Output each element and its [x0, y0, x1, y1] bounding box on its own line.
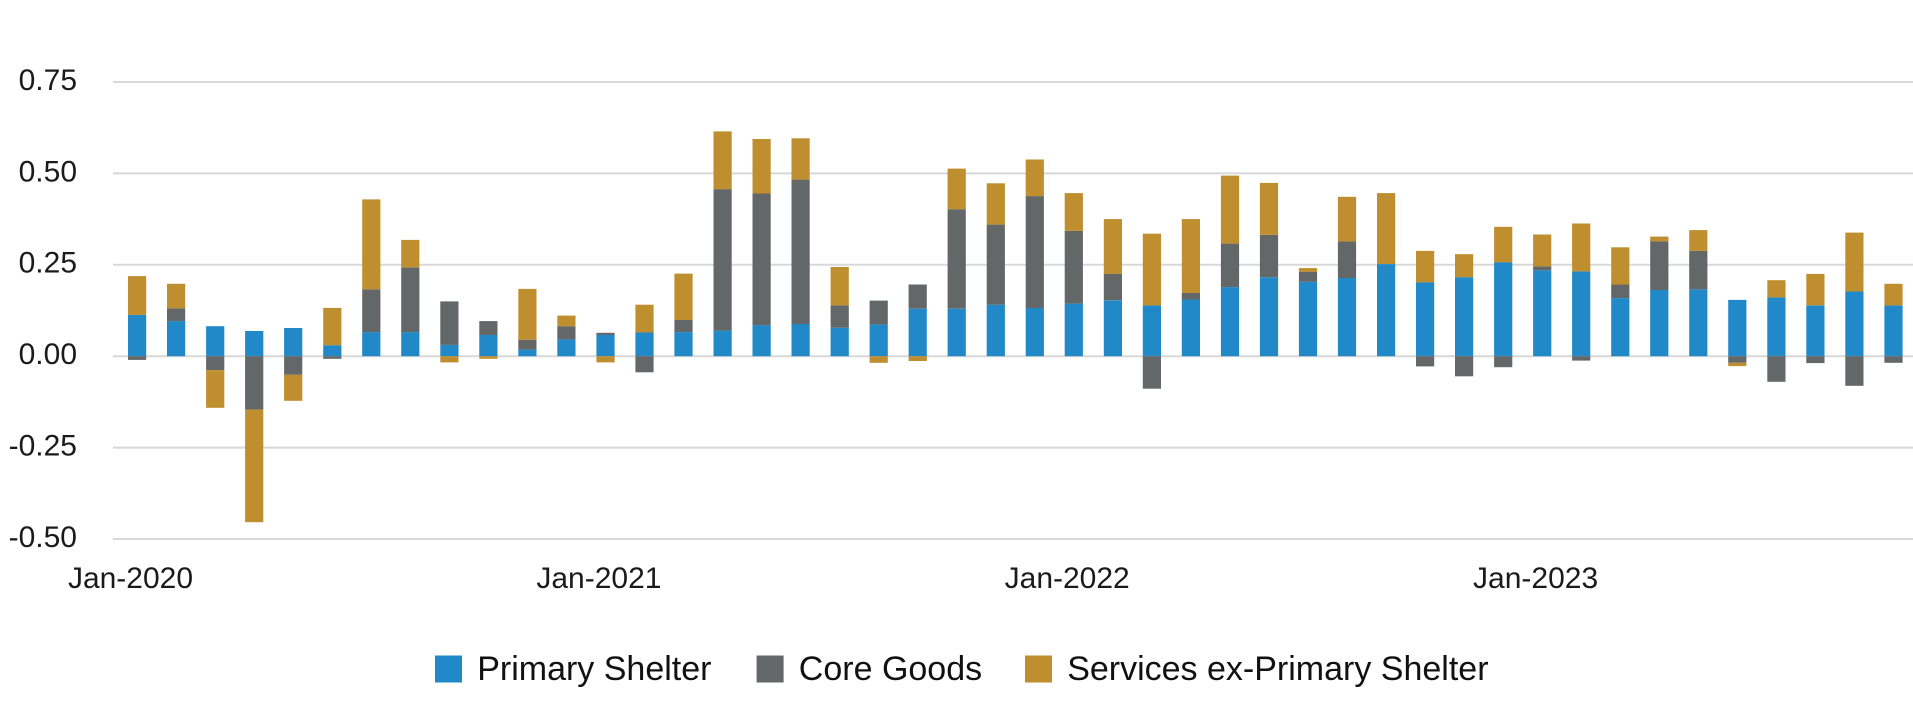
svg-text:0.00: 0.00: [19, 338, 77, 371]
svg-text:Services ex-Primary Shelter: Services ex-Primary Shelter: [1067, 650, 1488, 688]
svg-text:Primary Shelter: Primary Shelter: [477, 650, 711, 688]
svg-text:Jan-2021: Jan-2021: [536, 562, 661, 595]
svg-text:Jan-2022: Jan-2022: [1005, 562, 1130, 595]
svg-text:0.75: 0.75: [19, 64, 77, 97]
svg-text:0.50: 0.50: [19, 155, 77, 188]
svg-text:Core Goods: Core Goods: [799, 650, 982, 688]
svg-text:-0.25: -0.25: [9, 430, 77, 463]
svg-text:0.25: 0.25: [19, 247, 77, 280]
svg-text:-0.50: -0.50: [9, 521, 77, 554]
svg-text:Jan-2020: Jan-2020: [68, 562, 193, 595]
svg-text:Jan-2023: Jan-2023: [1473, 562, 1598, 595]
